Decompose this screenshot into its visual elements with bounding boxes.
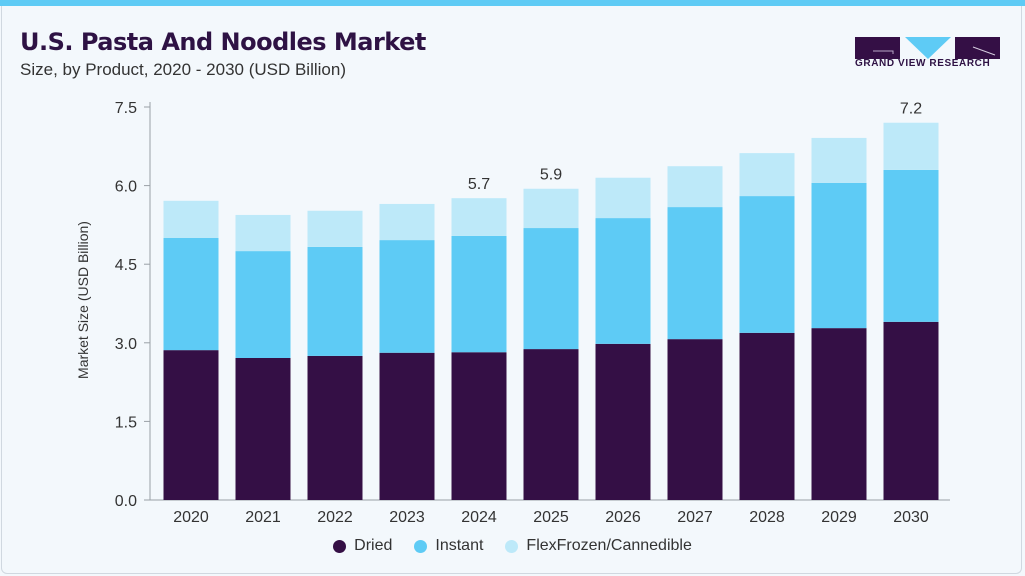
bar-dried-2028 [739,332,795,500]
x-tick-label: 2021 [245,509,281,526]
bar-instant-2027 [667,207,723,340]
chart-subtitle: Size, by Product, 2020 - 2030 (USD Billi… [20,60,346,79]
x-tick-label: 2028 [749,509,785,526]
logo-text: GRAND VIEW RESEARCH [855,58,991,69]
x-tick-label: 2029 [821,509,857,526]
bar-flexfrozen-cannedible-2021 [235,214,291,252]
y-tick-label: 3.0 [115,336,137,353]
chart-title: U.S. Pasta And Noodles Market [20,28,426,56]
x-tick-label: 2030 [893,509,929,526]
legend-item-dried: Dried [333,537,392,555]
bar-instant-2029 [811,182,867,329]
legend-item-flexfrozen: FlexFrozen/Cannedible [505,537,692,555]
bar-dried-2023 [379,352,435,500]
bar-instant-2028 [739,196,795,333]
y-axis-label: Market Size (USD Billion) [75,221,91,379]
bar-dried-2030 [883,321,939,500]
legend-swatch [414,539,428,553]
bar-dried-2025 [523,349,579,500]
y-tick-label: 4.5 [115,257,137,274]
legend-label: Instant [435,537,484,554]
legend-label: FlexFrozen/Cannedible [526,537,692,554]
bar-flexfrozen-cannedible-2020 [163,200,219,238]
y-tick-label: 0.0 [115,493,137,510]
bar-instant-2023 [379,240,435,353]
legend-swatch [333,539,347,553]
y-tick-label: 7.5 [115,100,137,117]
grand-view-research-logo [855,37,1000,59]
x-tick-label: 2023 [389,509,425,526]
data-label: 5.7 [468,176,490,193]
x-tick-label: 2025 [533,509,569,526]
bar-flexfrozen-cannedible-2023 [379,203,435,241]
x-tick-label: 2026 [605,509,641,526]
bar-dried-2020 [163,350,219,500]
x-tick-label: 2020 [173,509,209,526]
bar-instant-2025 [523,228,579,350]
bar-flexfrozen-cannedible-2030 [883,122,939,170]
bar-instant-2024 [451,235,507,353]
bar-flexfrozen-cannedible-2028 [739,153,795,197]
bar-dried-2021 [235,357,291,500]
legend-swatch [505,539,519,553]
top-accent-bar [0,0,1025,6]
bar-dried-2027 [667,339,723,500]
bar-dried-2024 [451,352,507,500]
bar-flexfrozen-cannedible-2027 [667,166,723,208]
bar-instant-2022 [307,246,363,356]
legend: Dried Instant FlexFrozen/Cannedible [0,537,1025,555]
bar-flexfrozen-cannedible-2029 [811,137,867,183]
bar-dried-2029 [811,328,867,500]
x-tick-label: 2027 [677,509,713,526]
bar-dried-2022 [307,355,363,500]
x-tick-label: 2022 [317,509,353,526]
x-tick-label: 2024 [461,509,497,526]
legend-label: Dried [354,537,393,554]
bar-instant-2026 [595,218,651,344]
bar-instant-2020 [163,238,219,351]
legend-item-instant: Instant [414,537,483,555]
bar-flexfrozen-cannedible-2024 [451,198,507,236]
bar-instant-2030 [883,169,939,322]
y-tick-label: 6.0 [115,179,137,196]
data-label: 7.2 [900,101,922,118]
y-tick-label: 1.5 [115,414,137,431]
bar-instant-2021 [235,251,291,358]
bar-dried-2026 [595,343,651,500]
chart-frame [1,6,1022,574]
bar-flexfrozen-cannedible-2022 [307,210,363,247]
bar-flexfrozen-cannedible-2025 [523,188,579,229]
bar-flexfrozen-cannedible-2026 [595,177,651,219]
data-label: 5.9 [540,167,562,184]
